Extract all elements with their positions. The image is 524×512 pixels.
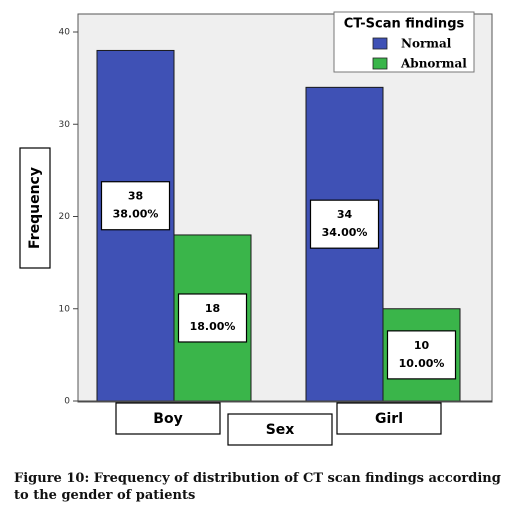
y-tick-label: 20 — [59, 212, 71, 222]
data-label-girl-normal: 34 34.00% — [309, 199, 380, 249]
x-axis-label: Sex — [266, 422, 295, 438]
data-label-percent: 34.00% — [322, 226, 368, 239]
data-label-count: 10 — [414, 339, 430, 352]
data-label-girl-abnormal: 10 10.00% — [386, 330, 457, 380]
legend-swatch-abnormal — [372, 57, 388, 70]
data-label-percent: 38.00% — [113, 208, 159, 221]
data-label-boy-abnormal: 18 18.00% — [177, 293, 248, 343]
caption-line-2: to the gender of patients — [14, 488, 196, 503]
data-label-count: 34 — [337, 208, 353, 221]
data-label-count: 18 — [205, 302, 220, 315]
data-label-percent: 10.00% — [399, 357, 445, 370]
x-category-boy: Boy — [115, 402, 221, 435]
legend: CT-Scan findings Normal Abnormal — [333, 11, 475, 73]
y-tick-label: 40 — [59, 28, 71, 38]
legend-label-abnormal: Abnormal — [400, 57, 467, 71]
y-axis-ticks: 0 10 20 30 40 — [59, 28, 78, 407]
data-label-percent: 18.00% — [190, 320, 236, 333]
x-tick-label: Girl — [375, 411, 403, 427]
data-label-boy-normal: 38 38.00% — [100, 181, 171, 231]
figure-caption: Figure 10: Frequency of distribution of … — [14, 470, 514, 504]
x-axis-label-box: Sex — [227, 413, 333, 446]
x-tick-label: Boy — [153, 411, 182, 427]
y-axis-label: Frequency — [27, 167, 43, 249]
y-axis-label-box: Frequency — [19, 147, 51, 269]
caption-line-1: Figure 10: Frequency of distribution of … — [14, 471, 501, 486]
x-category-girl: Girl — [336, 402, 442, 435]
legend-title: CT-Scan findings — [344, 17, 465, 32]
legend-label-normal: Normal — [401, 37, 452, 51]
y-tick-label: 10 — [59, 304, 71, 314]
data-labels: 38 38.00% 18 18.00% 34 34.00% 10 10.00% — [100, 181, 457, 380]
y-tick-label: 0 — [64, 397, 70, 407]
data-label-count: 38 — [128, 190, 143, 203]
legend-swatch-normal — [372, 37, 388, 50]
y-tick-label: 30 — [59, 120, 71, 130]
